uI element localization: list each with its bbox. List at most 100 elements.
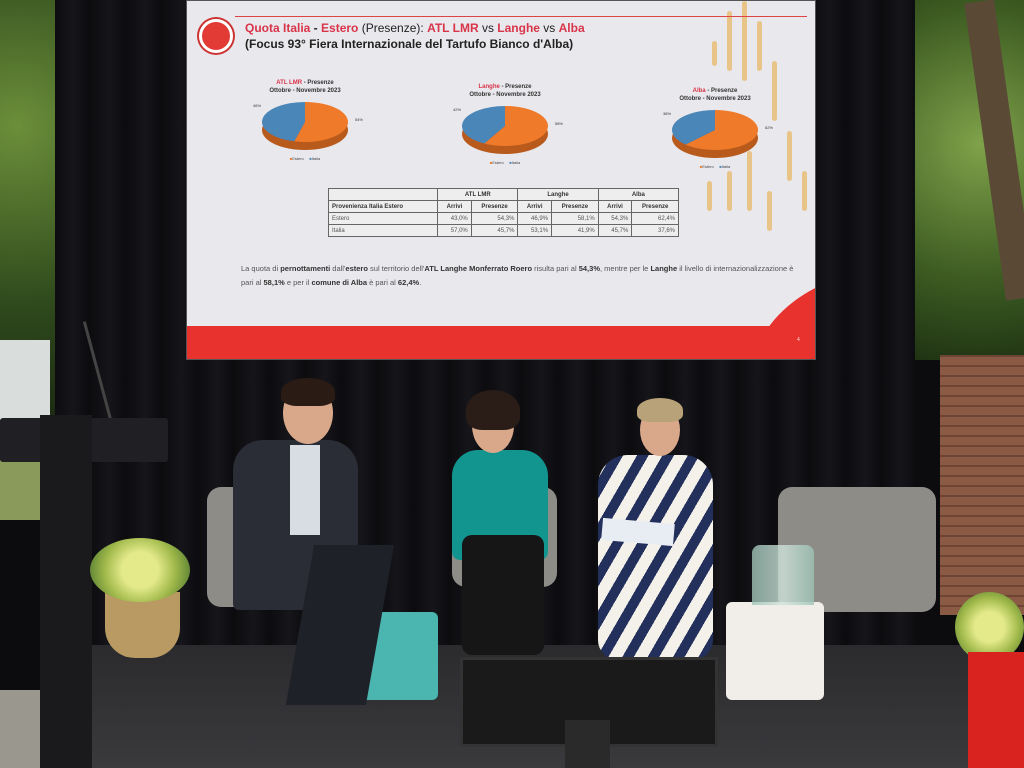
hair bbox=[466, 390, 520, 430]
distant-field bbox=[0, 460, 45, 520]
cell: 43,0% bbox=[437, 212, 472, 225]
pie-slice-italia bbox=[484, 106, 548, 146]
cell: 54,3% bbox=[597, 212, 633, 225]
legend-estero: Estero bbox=[702, 164, 714, 169]
row-header: Provenienza Italia Estero bbox=[327, 200, 439, 213]
pie-chart: Alba - Presenze Ottobre - Novembre 2023 38… bbox=[645, 87, 785, 169]
legend-italia: Italia bbox=[721, 164, 731, 169]
title-part: vs bbox=[539, 21, 559, 35]
decorative-bar bbox=[767, 191, 772, 231]
text: 54,3% bbox=[578, 264, 600, 273]
title-part: (Presenze): bbox=[358, 21, 428, 35]
text: 58,1% bbox=[263, 278, 285, 287]
decorative-bar bbox=[727, 11, 732, 71]
title-part: Langhe bbox=[497, 21, 540, 35]
cell: 46,9% bbox=[517, 212, 553, 225]
text: il livello di internazionalizzazione è p… bbox=[241, 264, 794, 287]
text: risulta pari al bbox=[532, 264, 579, 273]
slide-title: Quota Italia - Estero (Presenze): ATL LM… bbox=[245, 21, 585, 35]
pie-label: 42% bbox=[453, 107, 462, 112]
column-header: Arrivi bbox=[437, 200, 472, 213]
pie-name: Alba bbox=[692, 88, 706, 94]
table-header-row: Provenienza Italia Estero Arrivi Presenz… bbox=[327, 200, 679, 213]
column-header: Presenze bbox=[470, 200, 519, 213]
decorative-bar bbox=[727, 171, 732, 211]
legend-estero: Estero bbox=[292, 156, 304, 161]
lectern bbox=[40, 415, 92, 768]
table-group-row: ATL LMR Langhe Alba bbox=[327, 188, 680, 201]
table-row: Estero 43,0% 54,3% 46,9% 58,1% 54,3% 62,… bbox=[327, 212, 679, 225]
pie-legend: ■Estero ■Italia bbox=[289, 156, 321, 161]
decorative-bar bbox=[707, 181, 712, 211]
pie-period: Ottobre - Novembre 2023 bbox=[469, 92, 541, 98]
pie-name: Langhe bbox=[478, 84, 500, 90]
decorative-bar bbox=[747, 151, 752, 211]
pie-chart: Langhe - Presenze Ottobre - Novembre 2023… bbox=[435, 83, 575, 165]
shirt bbox=[290, 445, 320, 535]
group-header: ATL LMR bbox=[437, 188, 519, 201]
legend-italia: Italia bbox=[311, 156, 321, 161]
monitor-stand bbox=[565, 720, 610, 768]
cell: 54,3% bbox=[470, 212, 519, 225]
red-band bbox=[187, 326, 815, 359]
text: estero bbox=[345, 264, 368, 273]
row-label: Estero bbox=[327, 212, 439, 225]
pie-subtitle: - Presenze bbox=[705, 88, 738, 94]
legend-italia: Italia bbox=[511, 160, 521, 165]
decorative-bars bbox=[697, 1, 815, 241]
legend-estero: Estero bbox=[492, 160, 504, 165]
pie-title: ATL LMR - Presenze Ottobre - Novembre 202… bbox=[235, 79, 375, 95]
title-part: Estero bbox=[321, 21, 359, 35]
text: pernottamenti bbox=[280, 264, 331, 273]
pie-legend: ■Estero ■Italia bbox=[699, 164, 731, 169]
column-header: Arrivi bbox=[597, 200, 633, 213]
pie-period: Ottobre - Novembre 2023 bbox=[679, 96, 751, 102]
title-part: Alba bbox=[558, 21, 585, 35]
pie-title: Alba - Presenze Ottobre - Novembre 2023 bbox=[645, 87, 785, 103]
patterned-dress bbox=[598, 455, 713, 660]
pie-period: Ottobre - Novembre 2023 bbox=[269, 88, 341, 94]
pie-svg bbox=[262, 102, 348, 150]
text: ATL Langhe Monferrato Roero bbox=[424, 264, 533, 273]
title-part: ATL LMR bbox=[427, 21, 479, 35]
pie-slice-italia bbox=[685, 110, 758, 150]
pie-subtitle: - Presenze bbox=[302, 80, 334, 86]
text: sul territorio dell' bbox=[367, 264, 425, 273]
column-header: Arrivi bbox=[517, 200, 553, 213]
decorative-bar bbox=[787, 131, 792, 181]
pie-subtitle: - Presenze bbox=[499, 84, 532, 90]
row-label: Italia bbox=[327, 224, 439, 237]
text: , mentre per le bbox=[600, 264, 651, 273]
cell: 37,6% bbox=[631, 224, 679, 237]
decorative-bar bbox=[712, 41, 717, 66]
cell: 62,4% bbox=[631, 212, 679, 225]
pie-label: 62% bbox=[764, 125, 773, 130]
sky bbox=[0, 340, 50, 420]
pie-slice-estero bbox=[462, 106, 505, 144]
group-header: Langhe bbox=[517, 188, 599, 201]
pie-label: 38% bbox=[663, 111, 672, 116]
divider bbox=[235, 16, 807, 17]
text: La quota di bbox=[241, 264, 281, 273]
decorative-bar bbox=[757, 21, 762, 71]
title-part: Quota Italia bbox=[245, 21, 311, 35]
table-row: Italia 57,0% 45,7% 53,1% 41,9% 45,7% 37,… bbox=[327, 224, 679, 237]
decorative-bar bbox=[772, 61, 777, 121]
hair bbox=[637, 398, 683, 422]
pie-legend: ■Estero ■Italia bbox=[489, 160, 521, 165]
pie-slice-italia bbox=[294, 102, 348, 142]
black-trousers bbox=[462, 535, 544, 655]
hair bbox=[281, 378, 335, 406]
pie-label: 54% bbox=[354, 117, 363, 122]
projection-screen: Quota Italia - Estero (Presenze): ATL LM… bbox=[186, 0, 816, 360]
red-pot bbox=[968, 652, 1024, 768]
basket bbox=[105, 592, 180, 658]
pie-chart: ATL LMR - Presenze Ottobre - Novembre 202… bbox=[235, 79, 375, 161]
title-part: vs bbox=[478, 21, 498, 35]
column-header: Presenze bbox=[551, 200, 599, 213]
logo bbox=[199, 19, 233, 53]
hydrangea-plant bbox=[955, 592, 1024, 662]
group-header: Alba bbox=[597, 188, 680, 201]
brick-pillar bbox=[940, 355, 1024, 615]
title-part: - bbox=[310, 21, 322, 35]
